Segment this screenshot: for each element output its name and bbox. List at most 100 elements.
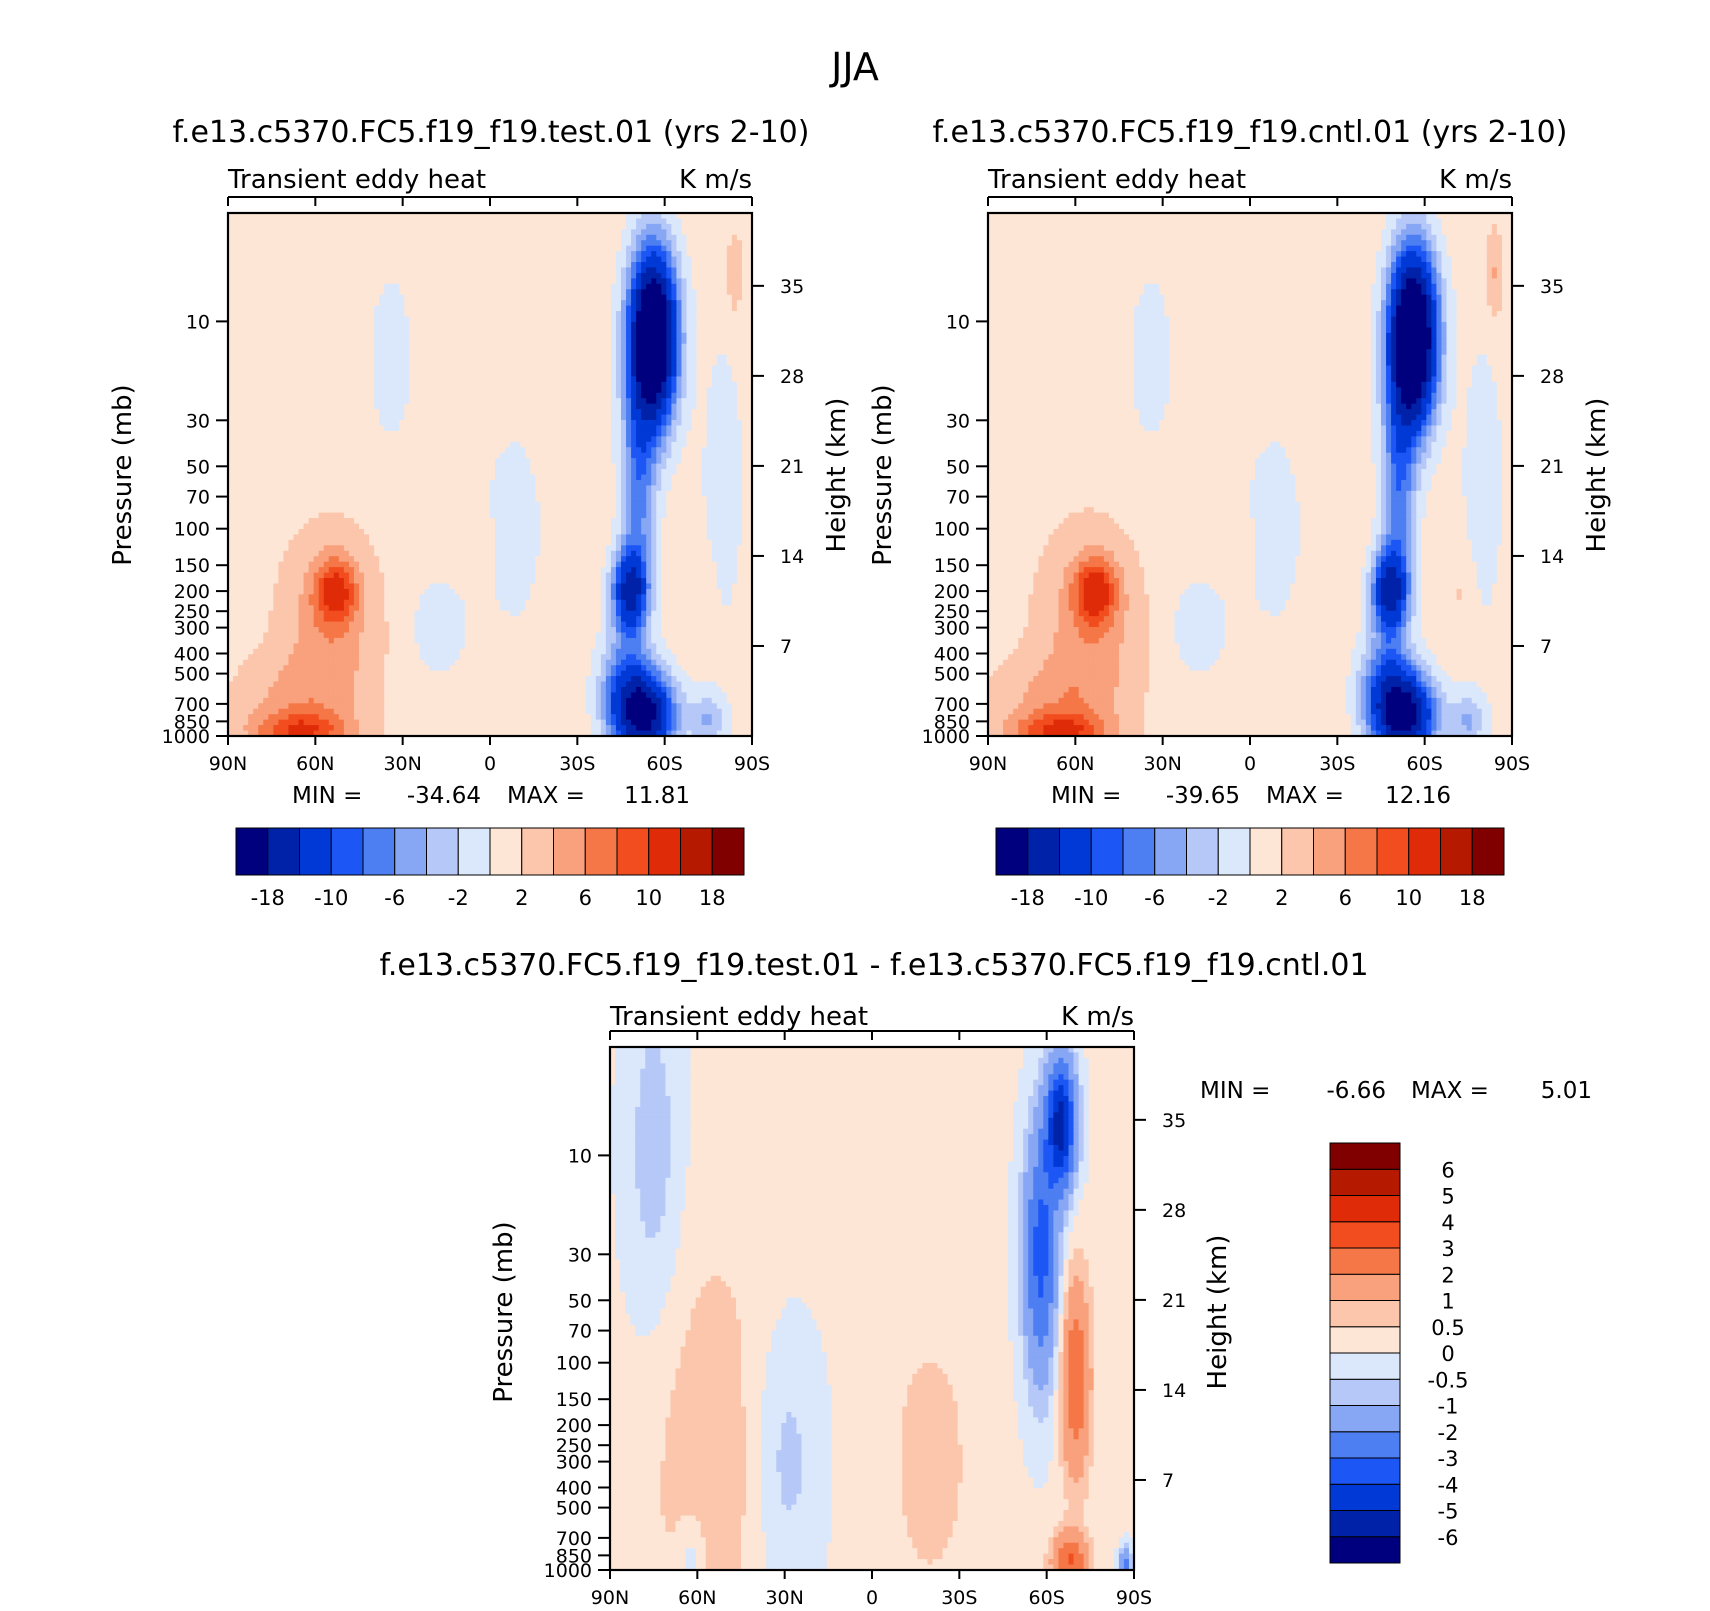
field-cell [268, 240, 274, 246]
field-cell [450, 317, 456, 323]
field-cell [379, 355, 385, 361]
field-cell [475, 366, 481, 372]
field-cell [732, 300, 738, 306]
field-cell [374, 317, 380, 323]
field-cell [621, 262, 627, 268]
field-cell [268, 289, 274, 295]
field-cell [379, 284, 385, 290]
field-cell [278, 267, 284, 273]
field-cell [636, 224, 642, 230]
field-cell [460, 338, 466, 344]
field-cell [737, 317, 743, 323]
field-cell [319, 240, 325, 246]
field-cell [520, 251, 526, 257]
field-cell [671, 273, 677, 279]
field-cell [364, 382, 370, 388]
field-cell [470, 344, 476, 350]
field-cell [631, 371, 637, 377]
field-cell [329, 306, 335, 312]
field-cell [525, 295, 531, 301]
field-cell [288, 360, 294, 366]
field-cell [707, 322, 713, 328]
field-cell [409, 382, 415, 388]
field-cell [556, 289, 562, 295]
field-cell [737, 262, 743, 268]
field-cell [621, 338, 627, 344]
field-cell [485, 229, 491, 235]
field-cell [737, 393, 743, 399]
field-cell [707, 257, 713, 263]
field-cell [299, 322, 305, 328]
field-cell [656, 327, 662, 333]
field-cell [364, 267, 370, 273]
field-cell [576, 333, 582, 339]
field-cell [440, 284, 446, 290]
field-cell [334, 300, 340, 306]
field-cell [294, 306, 300, 312]
field-cell [273, 376, 279, 382]
field-cell [445, 251, 451, 257]
field-cell [304, 371, 310, 377]
field-cell [571, 306, 577, 312]
field-cell [717, 240, 723, 246]
field-cell [646, 338, 652, 344]
field-cell [505, 327, 511, 333]
field-cell [581, 311, 587, 317]
field-cell [233, 322, 239, 328]
field-cell [661, 224, 667, 230]
field-cell [651, 344, 657, 350]
field-cell [450, 267, 456, 273]
field-cell [666, 327, 672, 333]
field-cell [304, 218, 310, 224]
field-cell [676, 376, 682, 382]
field-cell [681, 229, 687, 235]
field-cell [470, 376, 476, 382]
field-cell [369, 278, 375, 284]
field-cell [611, 295, 617, 301]
field-cell [273, 366, 279, 372]
field-cell [742, 273, 748, 279]
field-cell [329, 393, 335, 399]
field-cell [697, 333, 703, 339]
field-cell [379, 338, 385, 344]
field-cell [540, 289, 546, 295]
field-cell [344, 257, 350, 263]
field-cell [550, 387, 556, 393]
field-cell [540, 382, 546, 388]
field-cell [566, 224, 572, 230]
field-cell [248, 218, 254, 224]
field-cell [732, 349, 738, 355]
field-cell [309, 267, 315, 273]
field-cell [550, 246, 556, 252]
field-cell [646, 262, 652, 268]
field-cell [470, 246, 476, 252]
field-cell [702, 311, 708, 317]
field-cell [636, 251, 642, 257]
field-cell [616, 355, 622, 361]
field-cell [374, 235, 380, 241]
field-cell [515, 338, 521, 344]
field-cell [621, 306, 627, 312]
field-cell [243, 240, 249, 246]
field-cell [238, 246, 244, 252]
field-cell [399, 322, 405, 328]
field-cell [626, 366, 632, 372]
field-cell [641, 349, 647, 355]
field-cell [702, 338, 708, 344]
field-cell [359, 224, 365, 230]
field-cell [299, 349, 305, 355]
field-cell [646, 317, 652, 323]
field-cell [510, 262, 516, 268]
field-cell [621, 311, 627, 317]
field-cell [535, 366, 541, 372]
field-cell [566, 322, 572, 328]
field-cell [480, 382, 486, 388]
field-cell [475, 387, 481, 393]
field-cell [550, 355, 556, 361]
field-cell [571, 295, 577, 301]
field-cell [344, 317, 350, 323]
field-cell [324, 317, 330, 323]
field-cell [556, 235, 562, 241]
field-cell [450, 246, 456, 252]
field-cell [349, 387, 355, 393]
